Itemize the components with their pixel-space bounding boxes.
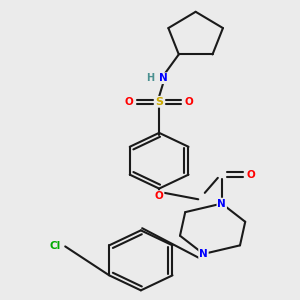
Text: O: O [125,97,134,107]
Text: S: S [155,97,163,107]
Text: N: N [199,249,208,259]
Text: N: N [218,199,226,208]
Text: O: O [155,191,164,201]
Text: N: N [159,73,167,83]
Text: Cl: Cl [49,242,60,251]
Text: O: O [246,169,255,180]
Text: H: H [146,73,154,83]
Text: O: O [185,97,194,107]
